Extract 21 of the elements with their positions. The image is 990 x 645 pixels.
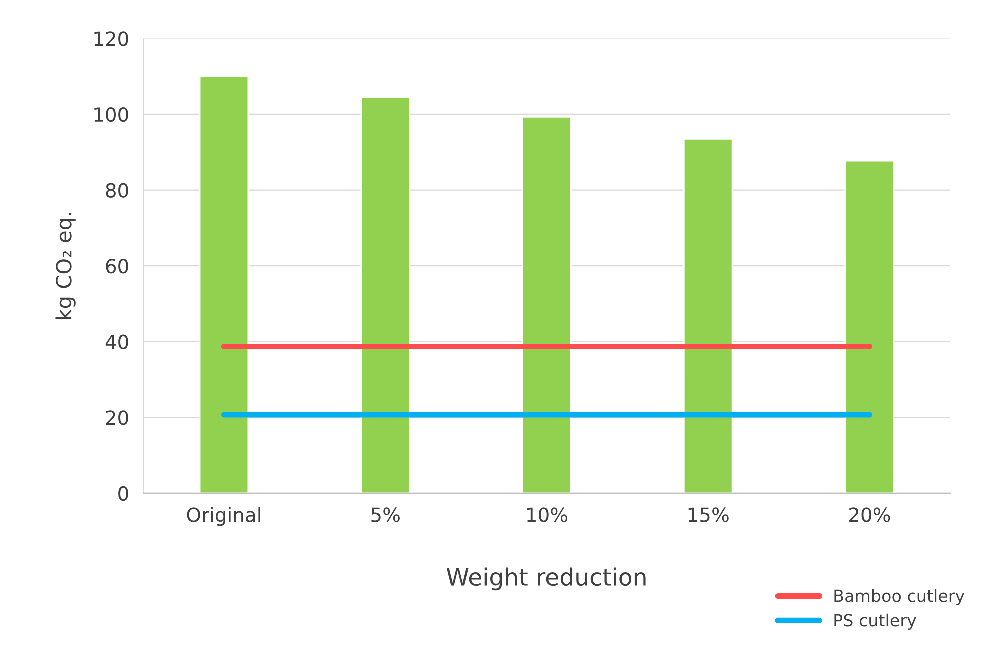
x-tick-label: 10% bbox=[528, 508, 568, 522]
y-tick-label: 0 bbox=[118, 486, 128, 502]
bar bbox=[683, 138, 734, 494]
x-tick-label: 15% bbox=[688, 508, 729, 522]
y-axis-title: kg CO₂ eq. bbox=[56, 213, 76, 320]
y-tick-label: 120 bbox=[94, 32, 128, 46]
y-tick-label: 40 bbox=[106, 334, 128, 350]
legend-label: PS cutlery bbox=[834, 614, 916, 630]
x-tick-label: 5% bbox=[372, 508, 400, 522]
bar bbox=[199, 76, 250, 494]
legend-label: Bamboo cutlery bbox=[834, 589, 965, 606]
x-tick-label: Original bbox=[187, 507, 260, 526]
y-tick-label: 100 bbox=[94, 107, 128, 122]
bar bbox=[522, 116, 572, 494]
bar bbox=[844, 160, 895, 494]
bar bbox=[360, 96, 411, 494]
y-tick-label: 20 bbox=[106, 410, 128, 426]
x-axis-title: Weight reduction bbox=[446, 568, 646, 591]
x-tick-label: 20% bbox=[850, 508, 890, 522]
y-tick-label: 80 bbox=[106, 183, 128, 198]
y-tick-label: 60 bbox=[106, 259, 128, 274]
